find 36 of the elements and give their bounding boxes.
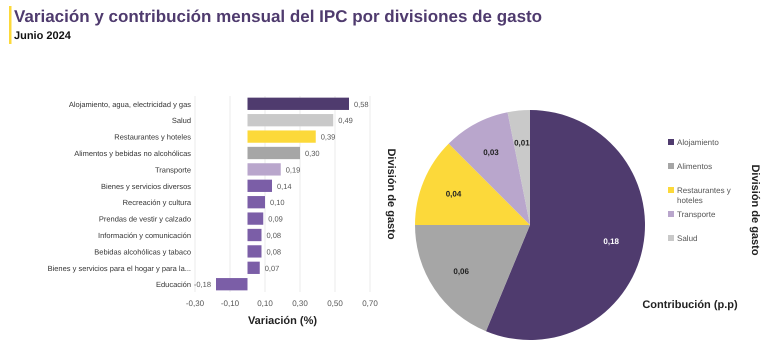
y-axis-title: División de gasto [385, 148, 397, 240]
bar [248, 180, 272, 192]
legend-label: Transporte [677, 210, 716, 219]
bar [248, 146, 300, 160]
bar [248, 98, 349, 110]
data-label: 0,18 [603, 237, 620, 246]
x-tick-label: 0,70 [362, 299, 378, 308]
legend-title: División de gasto [749, 164, 761, 256]
bar [248, 228, 262, 242]
pie-slice [415, 225, 530, 332]
x-tick-label: 0,10 [257, 299, 274, 308]
text: Contribución (p.p) [642, 299, 738, 311]
data-label: 0,01 [514, 138, 530, 148]
text: Junio 2024 [14, 30, 72, 42]
x-tick-label: -0,30 [186, 299, 205, 308]
x-tick-label: 0,30 [292, 299, 308, 308]
bar [248, 245, 262, 258]
legend-label: Alimentos [677, 162, 712, 171]
chart-title: Variación y contribución mensual del IPC por divisiones de gasto [14, 7, 542, 26]
legend-label: Restaurantes y hoteles [677, 186, 731, 205]
bar [248, 196, 265, 208]
bar [248, 114, 334, 126]
data-label: 0,03 [483, 148, 500, 157]
legend-label: Alojamiento [677, 138, 720, 147]
legend-label: Salud [677, 234, 698, 243]
bar [248, 262, 260, 274]
bar [248, 212, 264, 225]
x-tick-label: -0,10 [220, 299, 240, 308]
pie-slice [508, 110, 530, 225]
bar [248, 130, 316, 143]
bar [216, 278, 248, 290]
x-tick-label: 0,50 [327, 299, 344, 308]
bar [248, 163, 281, 176]
data-label: 0,06 [453, 267, 470, 276]
data-label: 0,04 [446, 189, 462, 198]
x-axis-title: Variación (%) [248, 315, 318, 327]
